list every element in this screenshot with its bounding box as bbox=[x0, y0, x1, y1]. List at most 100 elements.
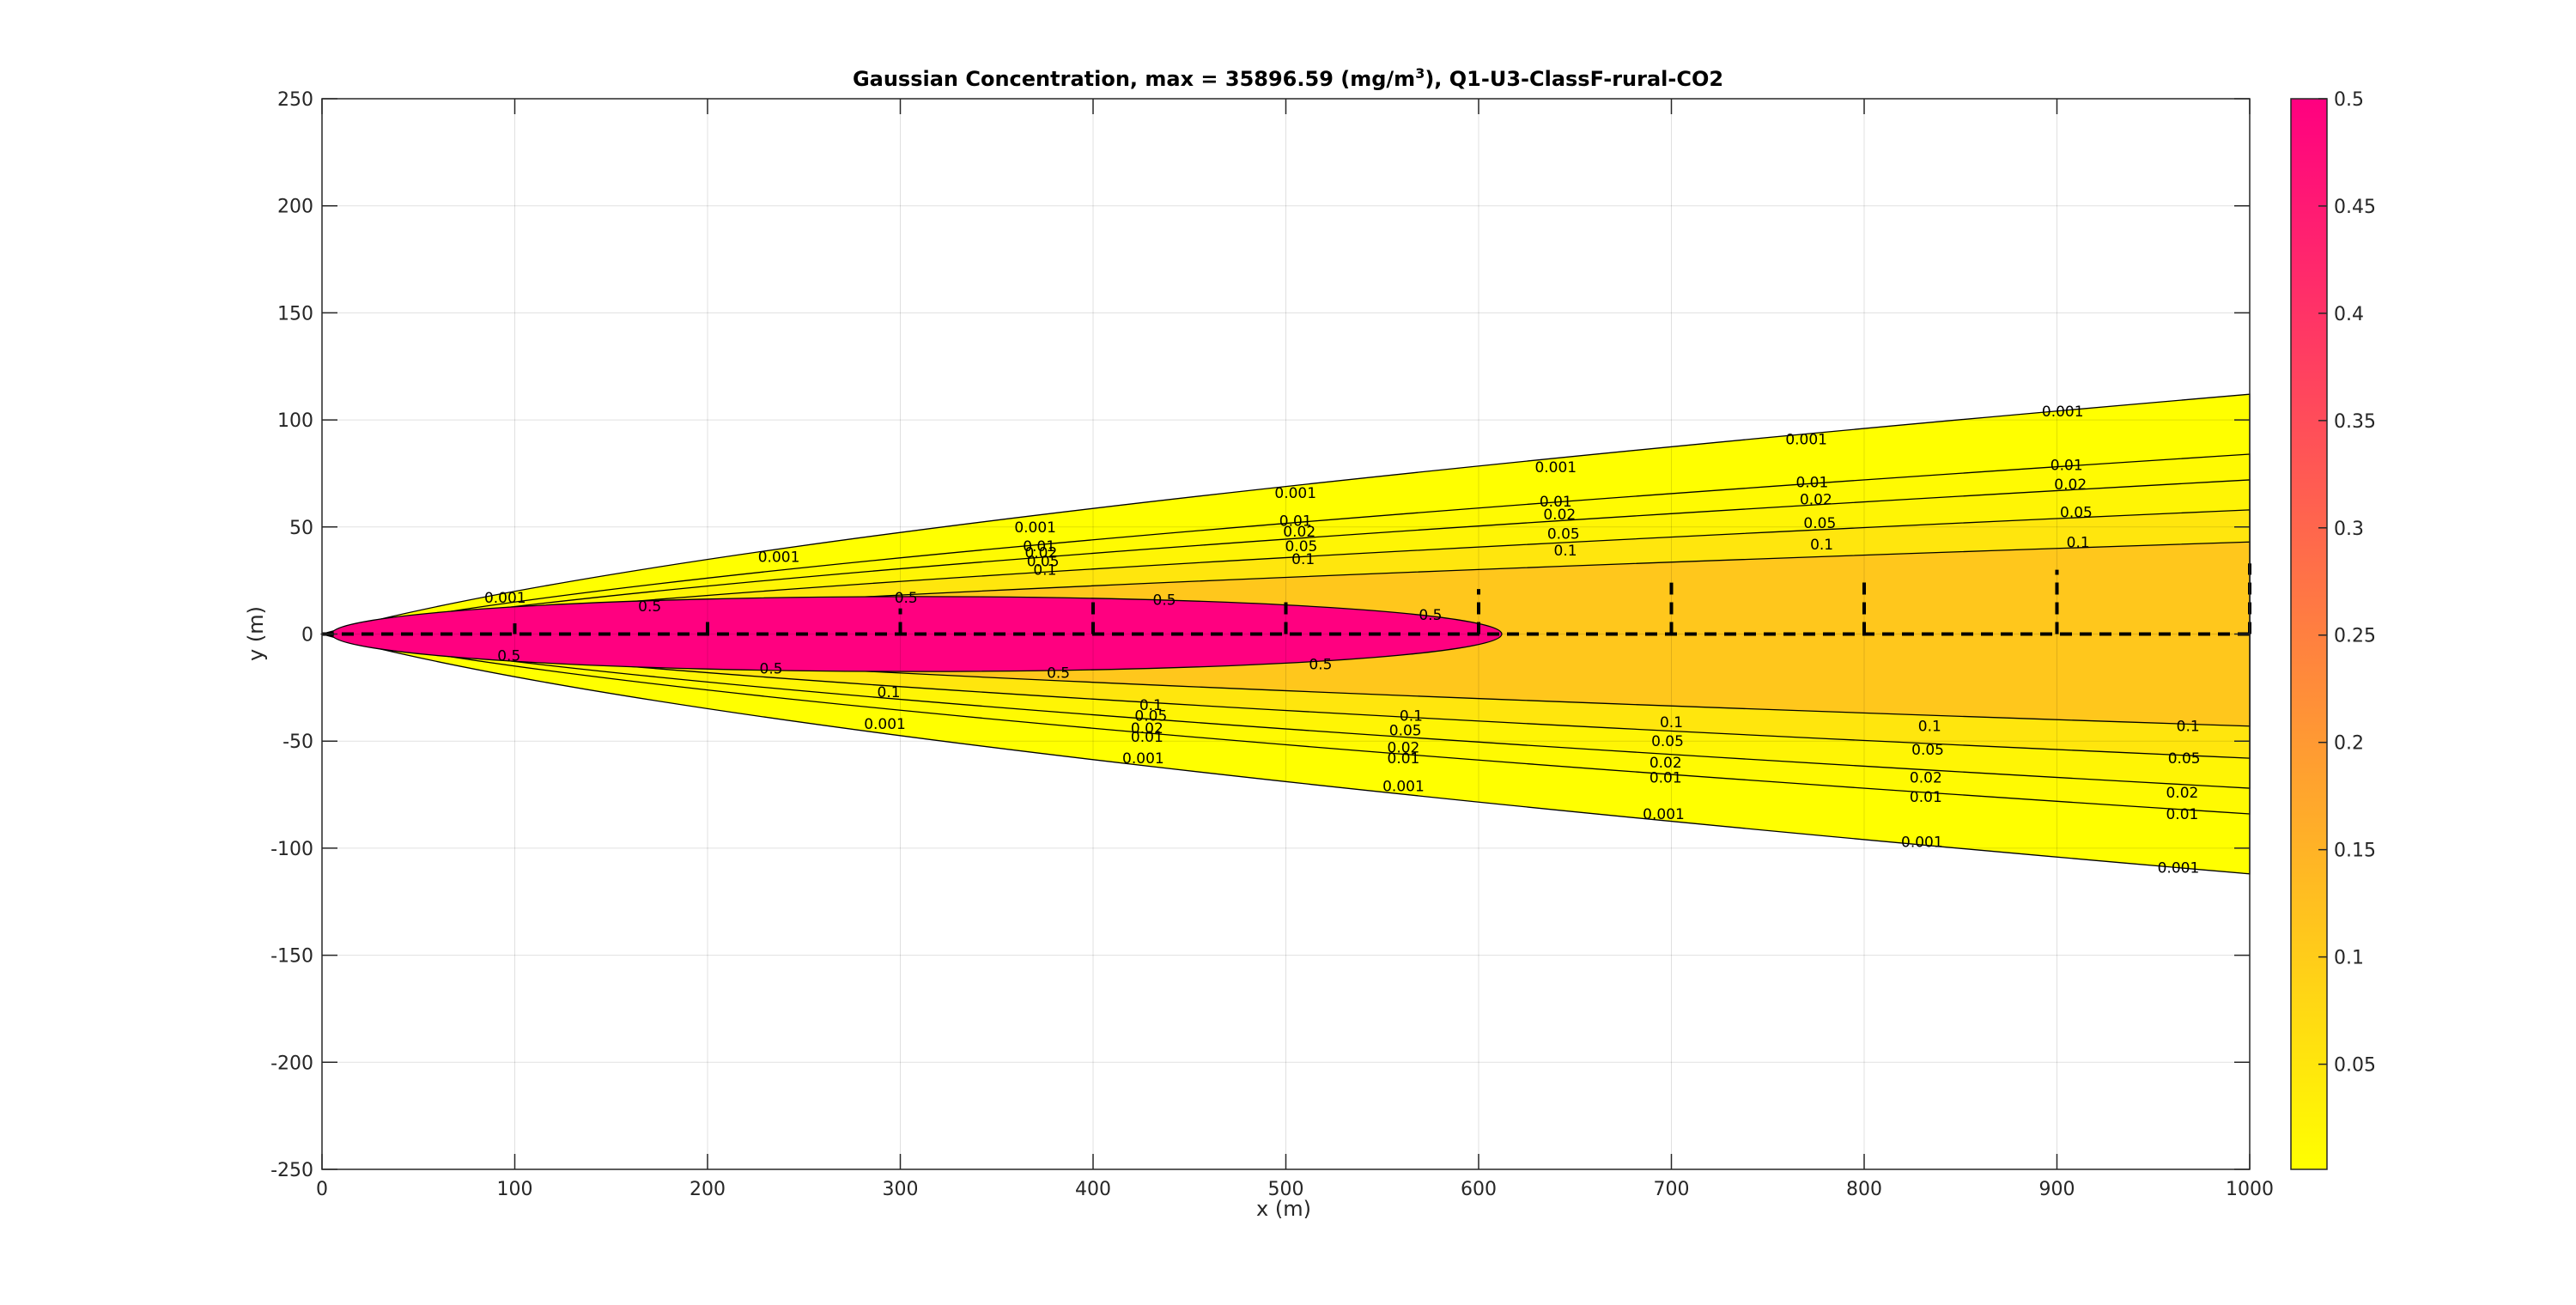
contour-label: 0.01 bbox=[2050, 457, 2083, 474]
contour-label: 0.001 bbox=[1382, 779, 1425, 796]
plot-area: 0.0010.0010.0010.0010.0010.0010.0010.010… bbox=[270, 89, 2274, 1200]
contour-label: 0.01 bbox=[2166, 806, 2198, 823]
colorbar-tick-label: 0.5 bbox=[2334, 89, 2364, 111]
x-tick-label: 500 bbox=[1268, 1179, 1304, 1200]
contour-label: 0.1 bbox=[1660, 714, 1683, 731]
ticks: 0 100 200 300 400 500 600 700 800 900 100025020015… bbox=[270, 89, 2274, 1200]
contour-label: 0.05 bbox=[1911, 742, 1944, 759]
contour-label: 0.01 bbox=[1649, 770, 1682, 787]
contour-label: 0.01 bbox=[1023, 538, 1055, 555]
x-tick-label: 900 bbox=[2039, 1179, 2075, 1200]
contour-label: 0.001 bbox=[1122, 750, 1164, 768]
y-tick-label: -200 bbox=[270, 1053, 313, 1074]
chart-title-superscript: 3 bbox=[1415, 65, 1425, 82]
x-tick-label: 300 bbox=[883, 1179, 919, 1200]
contour-label: 0.1 bbox=[2177, 719, 2200, 736]
contour-label: 0.01 bbox=[1540, 494, 1572, 511]
colorbar-tick-label: 0.1 bbox=[2334, 948, 2364, 969]
x-tick-label: 200 bbox=[690, 1179, 726, 1200]
contour-label: 0.05 bbox=[1389, 723, 1422, 740]
contour-label: 0.02 bbox=[1910, 770, 1942, 787]
contour-label: 0.5 bbox=[497, 647, 520, 665]
contour-label: 0.02 bbox=[1388, 740, 1420, 757]
contour-label: 0.05 bbox=[1027, 554, 1060, 571]
contour-label: 0.001 bbox=[1274, 485, 1316, 502]
x-tick-label: 400 bbox=[1075, 1179, 1111, 1200]
contour-label: 0.5 bbox=[1047, 665, 1070, 682]
contour-labels: 0.0010.0010.0010.0010.0010.0010.0010.010… bbox=[484, 404, 2201, 877]
contour-label: 0.001 bbox=[864, 716, 906, 733]
contour-label: 0.001 bbox=[1643, 806, 1685, 823]
y-tick-label: -100 bbox=[270, 839, 313, 860]
contour-label: 0.5 bbox=[638, 598, 661, 616]
contour-label: 0.001 bbox=[758, 549, 800, 567]
y-tick-label: -50 bbox=[283, 731, 313, 753]
contour-label: 0.5 bbox=[1419, 607, 1442, 624]
colorbar-tick-label: 0.35 bbox=[2334, 411, 2376, 433]
x-tick-label: 1000 bbox=[2226, 1179, 2274, 1200]
contour-label: 0.02 bbox=[1649, 755, 1682, 772]
contour-label: 0.1 bbox=[1139, 697, 1163, 714]
chart-title-suffix: ), Q1-U3-ClassF-rural-CO2 bbox=[1425, 67, 1723, 91]
contour-label: 0.05 bbox=[1803, 515, 1836, 532]
x-tick-label: 100 bbox=[497, 1179, 533, 1200]
contour-label: 0.01 bbox=[1795, 474, 1828, 491]
y-tick-label: 100 bbox=[277, 410, 313, 432]
contour-label: 0.001 bbox=[484, 590, 526, 607]
contour-label: 0.5 bbox=[760, 660, 783, 677]
contour-label: 0.001 bbox=[1014, 519, 1056, 537]
y-tick-label: 150 bbox=[277, 303, 313, 325]
contour-label: 0.5 bbox=[1153, 592, 1176, 610]
y-tick-label: 0 bbox=[301, 625, 313, 646]
contour-label: 0.05 bbox=[2060, 504, 2093, 521]
contour-label: 0.02 bbox=[1131, 720, 1163, 737]
contour-label: 0.02 bbox=[1283, 524, 1315, 541]
contour-label: 0.05 bbox=[1285, 538, 1318, 555]
contour-label: 0.001 bbox=[1901, 834, 1943, 851]
colorbar-tick-label: 0.3 bbox=[2334, 519, 2364, 540]
colorbar-tick-label: 0.2 bbox=[2334, 733, 2364, 755]
colorbar: 0.5 0.45 0.4 0.35 0.3 0.25 0.2 0.15 0.1 0.05 bbox=[2290, 89, 2376, 1170]
contour-label: 0.01 bbox=[1910, 789, 1942, 806]
chart-title-prefix: Gaussian Concentration, max = 35896.59 (… bbox=[853, 67, 1415, 91]
contour-label: 0.05 bbox=[1134, 707, 1167, 725]
contour-label: 0.02 bbox=[1024, 545, 1057, 562]
contour-label: 0.001 bbox=[1534, 459, 1577, 476]
y-tick-label: -250 bbox=[270, 1160, 313, 1181]
contour-label: 0.1 bbox=[1291, 551, 1315, 568]
contour-label: 0.05 bbox=[1547, 525, 1580, 543]
y-axis-label: y (m) bbox=[244, 606, 268, 661]
contour-label: 0.5 bbox=[895, 590, 918, 607]
colorbar-tick-label: 0.05 bbox=[2334, 1055, 2376, 1077]
contour-label: 0.02 bbox=[2166, 785, 2198, 802]
contour-label: 0.1 bbox=[1554, 543, 1577, 560]
x-tick-label: 600 bbox=[1461, 1179, 1497, 1200]
colorbar-tick-label: 0.45 bbox=[2334, 197, 2376, 218]
colorbar-gradient bbox=[2290, 98, 2328, 1170]
contour-label: 0.02 bbox=[1800, 491, 1832, 508]
colorbar-tick-label: 0.15 bbox=[2334, 841, 2376, 862]
colorbar-tick-label: 0.25 bbox=[2334, 626, 2376, 647]
contour-label: 0.01 bbox=[1279, 513, 1312, 530]
x-tick-label: 700 bbox=[1654, 1179, 1690, 1200]
contour-label: 0.1 bbox=[1918, 719, 1941, 736]
contour-label: 0.001 bbox=[1785, 432, 1827, 449]
y-tick-label: 200 bbox=[277, 197, 313, 218]
contour-label: 0.05 bbox=[1651, 733, 1684, 750]
contour-label: 0.5 bbox=[1309, 656, 1332, 673]
contour-label: 0.01 bbox=[1131, 729, 1163, 746]
colorbar-tick-label: 0.4 bbox=[2334, 304, 2364, 325]
contour-label: 0.02 bbox=[2054, 476, 2087, 494]
contour-label: 0.1 bbox=[2067, 534, 2090, 551]
y-tick-label: 50 bbox=[289, 518, 313, 539]
contour-label: 0.1 bbox=[1400, 707, 1423, 725]
contour-label: 0.001 bbox=[2042, 404, 2084, 421]
y-tick-label: 250 bbox=[277, 89, 313, 111]
contour-label: 0.05 bbox=[2168, 750, 2201, 768]
contour-label: 0.01 bbox=[1388, 750, 1420, 768]
contour-label: 0.1 bbox=[878, 684, 901, 701]
contour-label: 0.02 bbox=[1543, 507, 1576, 524]
contour-label: 0.1 bbox=[1810, 537, 1833, 554]
x-axis-label: x (m) bbox=[1256, 1197, 1311, 1221]
